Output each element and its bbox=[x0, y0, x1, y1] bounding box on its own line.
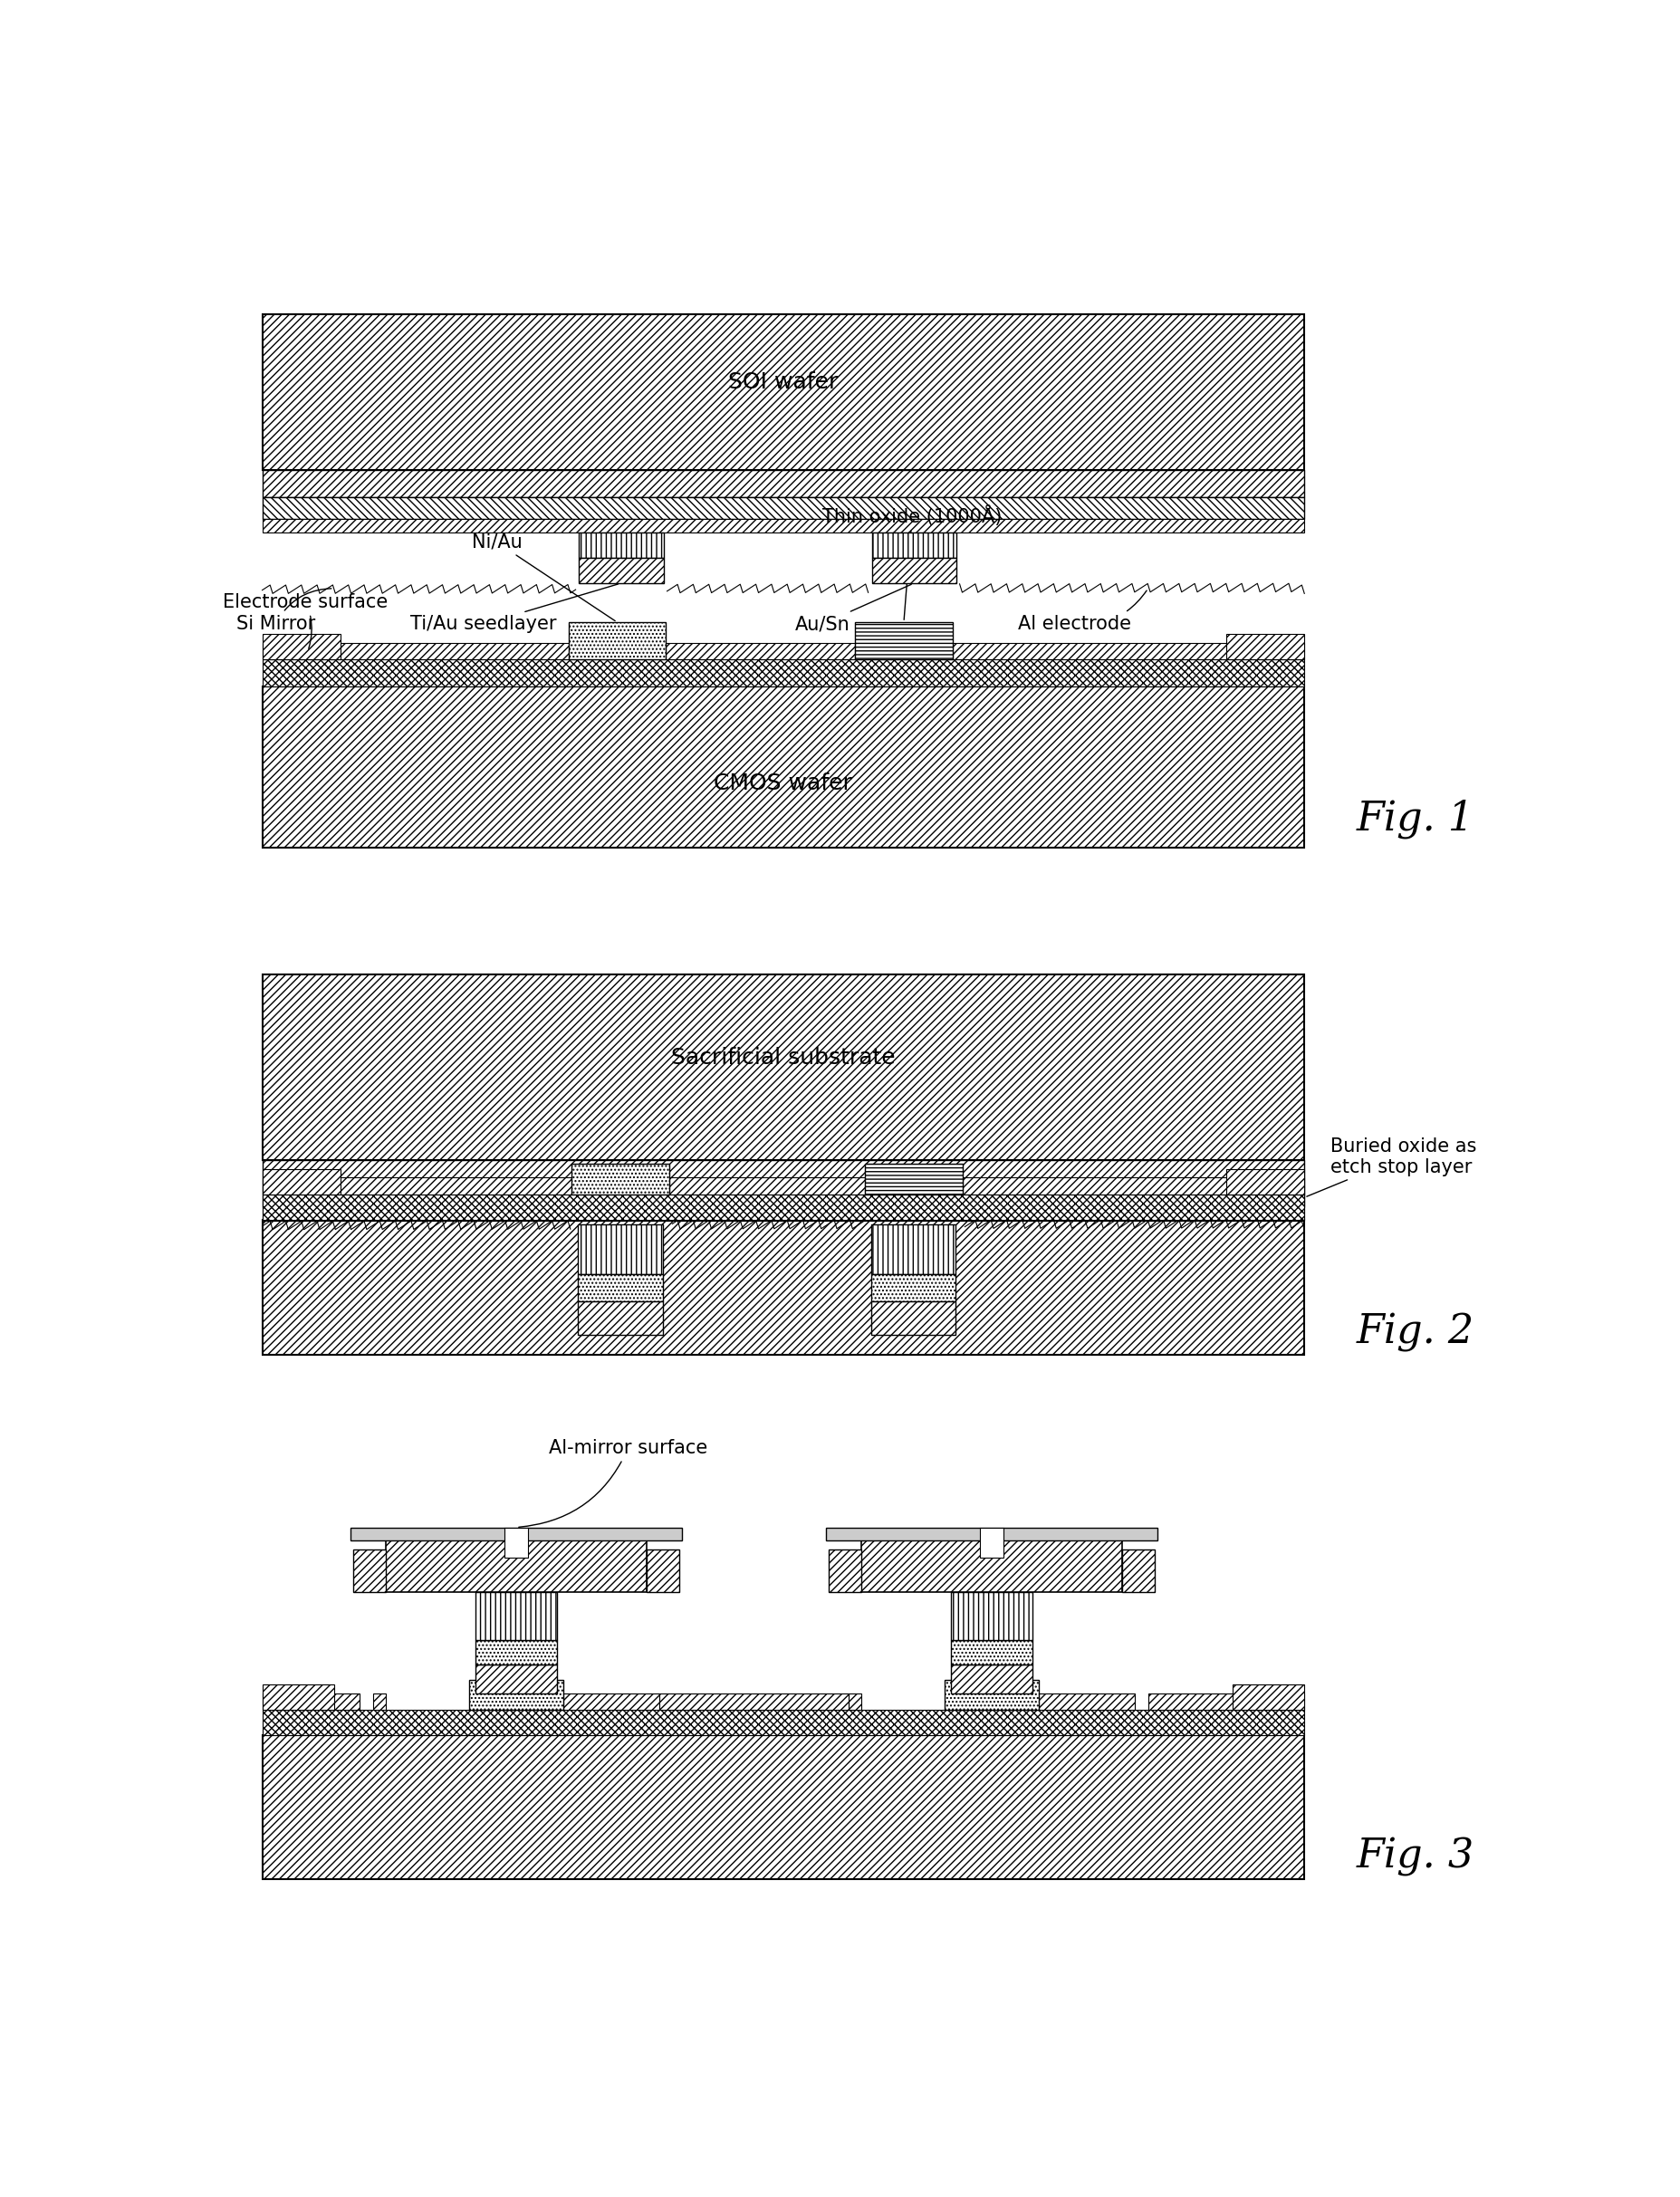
Bar bbox=[647, 1549, 679, 1591]
Bar bbox=[665, 642, 855, 659]
Bar bbox=[578, 1301, 662, 1334]
Bar bbox=[262, 1178, 571, 1195]
Bar bbox=[353, 1549, 386, 1591]
Bar bbox=[373, 1694, 386, 1709]
Bar bbox=[872, 558, 956, 584]
Text: SOI wafer: SOI wafer bbox=[727, 371, 838, 393]
Bar bbox=[578, 558, 664, 584]
Bar bbox=[963, 1178, 1304, 1195]
Bar bbox=[571, 1164, 669, 1195]
Bar bbox=[848, 1694, 862, 1709]
Bar bbox=[563, 1694, 659, 1709]
Bar bbox=[953, 642, 1304, 659]
Text: Al-mirror surface: Al-mirror surface bbox=[519, 1439, 707, 1527]
Bar bbox=[870, 1301, 956, 1334]
Bar bbox=[1122, 1549, 1154, 1591]
Bar bbox=[870, 1274, 956, 1301]
Bar bbox=[951, 1591, 1032, 1641]
Bar bbox=[262, 1169, 339, 1195]
Bar bbox=[855, 622, 953, 659]
Bar bbox=[578, 1224, 662, 1274]
Bar bbox=[262, 470, 1304, 497]
Text: Fig. 3: Fig. 3 bbox=[1356, 1837, 1473, 1876]
Bar bbox=[262, 1736, 1304, 1878]
Bar bbox=[870, 1224, 956, 1274]
Bar bbox=[1226, 1169, 1304, 1195]
Bar bbox=[475, 1641, 556, 1665]
Bar bbox=[578, 532, 664, 558]
Text: Ni/Au: Ni/Au bbox=[470, 534, 615, 622]
Bar bbox=[262, 1208, 1304, 1222]
Text: Fig. 1: Fig. 1 bbox=[1356, 800, 1473, 839]
Bar bbox=[659, 1694, 848, 1709]
Bar bbox=[262, 1193, 1304, 1219]
Bar bbox=[827, 1527, 1156, 1540]
Bar bbox=[475, 1665, 556, 1694]
Text: Al electrode: Al electrode bbox=[1018, 591, 1146, 633]
Bar bbox=[1226, 635, 1304, 659]
Bar bbox=[262, 1709, 1304, 1736]
Bar bbox=[262, 1219, 1304, 1356]
Bar bbox=[669, 1178, 864, 1195]
Bar bbox=[262, 659, 1304, 685]
Bar bbox=[262, 497, 1304, 518]
Bar bbox=[1038, 1694, 1134, 1709]
Bar bbox=[828, 1549, 862, 1591]
Text: Ti/Au seedlayer: Ti/Au seedlayer bbox=[410, 584, 618, 633]
Bar bbox=[872, 532, 956, 558]
Bar bbox=[475, 1591, 556, 1641]
Bar bbox=[262, 518, 1304, 532]
Bar bbox=[262, 1694, 360, 1709]
Text: Thin oxide (1000Å): Thin oxide (1000Å) bbox=[822, 505, 1001, 620]
Bar bbox=[262, 1685, 334, 1709]
Bar bbox=[951, 1665, 1032, 1694]
Bar bbox=[864, 1164, 963, 1195]
Bar bbox=[951, 1641, 1032, 1665]
Bar bbox=[262, 314, 1304, 470]
Bar bbox=[262, 685, 1304, 848]
Bar bbox=[862, 1540, 1122, 1591]
Bar bbox=[262, 635, 339, 659]
Bar bbox=[1231, 1685, 1304, 1709]
Text: Electrode surface: Electrode surface bbox=[223, 593, 388, 648]
Bar bbox=[1147, 1694, 1304, 1709]
Text: Sacrificial substrate: Sacrificial substrate bbox=[670, 1048, 895, 1068]
Bar bbox=[469, 1679, 563, 1709]
Bar bbox=[262, 1186, 1304, 1208]
Bar bbox=[262, 973, 1304, 1160]
Bar bbox=[944, 1679, 1038, 1709]
Bar bbox=[568, 622, 665, 659]
Bar bbox=[386, 1540, 647, 1591]
Text: Au/Sn: Au/Sn bbox=[795, 584, 911, 633]
Bar bbox=[578, 1274, 662, 1301]
Text: Buried oxide as
etch stop layer: Buried oxide as etch stop layer bbox=[1305, 1138, 1475, 1197]
Bar bbox=[504, 1527, 528, 1558]
Bar bbox=[262, 1160, 1304, 1186]
Text: Fig. 2: Fig. 2 bbox=[1356, 1314, 1473, 1353]
Bar bbox=[979, 1527, 1003, 1558]
Text: Si Mirror: Si Mirror bbox=[235, 589, 331, 633]
Bar bbox=[262, 642, 568, 659]
Bar bbox=[351, 1527, 682, 1540]
Text: CMOS wafer: CMOS wafer bbox=[714, 771, 852, 793]
